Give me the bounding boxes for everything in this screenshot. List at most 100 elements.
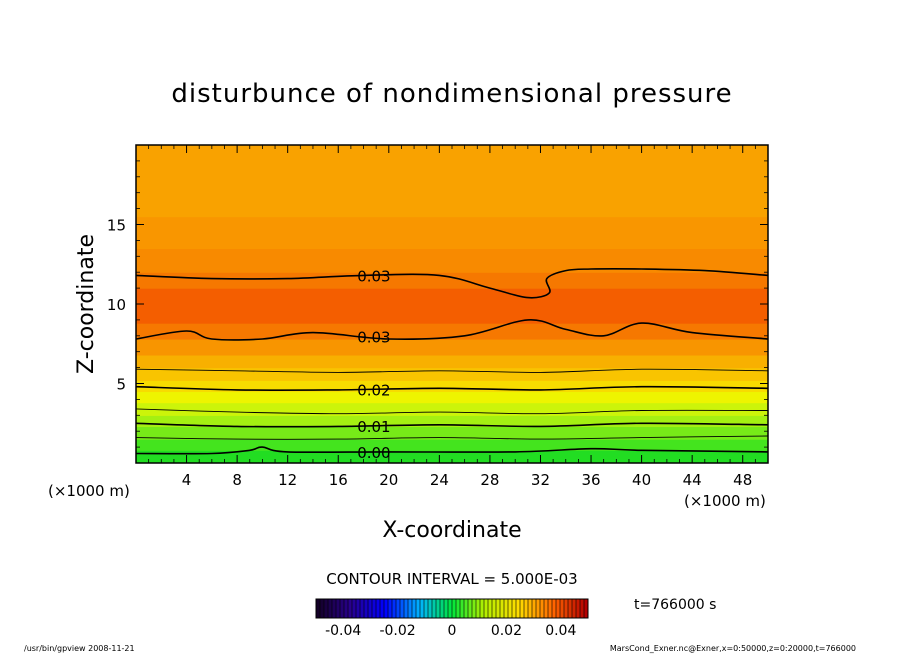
- x-axis-label: X-coordinate: [382, 518, 521, 543]
- contour-label: 0.03: [357, 268, 390, 286]
- footer-right: MarsCond_Exner.nc@Exner,x=0:50000,z=0:20…: [610, 644, 856, 653]
- colorbar-cell: [448, 599, 452, 618]
- colorbar-cell: [548, 599, 552, 618]
- colorbar-cell: [472, 599, 476, 618]
- x-tick-label: 20: [379, 471, 398, 489]
- colorbar-cell: [492, 599, 496, 618]
- colorbar-cell: [540, 599, 544, 618]
- x-tick-label: 4: [182, 471, 192, 489]
- fill-band: [136, 439, 768, 451]
- colorbar-cell: [356, 599, 360, 618]
- colorbar-cell: [320, 599, 324, 618]
- colorbar-cell: [504, 599, 508, 618]
- fill-band: [136, 403, 768, 416]
- fill-bands: [136, 145, 768, 464]
- x-tick-label: 24: [430, 471, 449, 489]
- contour-label: 0.03: [357, 328, 390, 346]
- colorbar-cell: [536, 599, 540, 618]
- x-unit-left: (×1000 m): [48, 482, 130, 500]
- colorbar-cell: [552, 599, 556, 618]
- x-tick-label: 32: [531, 471, 550, 489]
- x-tick-label: 16: [329, 471, 348, 489]
- colorbar-cell: [452, 599, 456, 618]
- colorbar-cell: [316, 599, 320, 618]
- colorbar-cell: [484, 599, 488, 618]
- colorbar-cell: [364, 599, 368, 618]
- colorbar-cell: [340, 599, 344, 618]
- colorbar-cell: [500, 599, 504, 618]
- colorbar-cell: [408, 599, 412, 618]
- colorbar-cell: [544, 599, 548, 618]
- x-tick-label: 40: [632, 471, 651, 489]
- colorbar-cell: [436, 599, 440, 618]
- colorbar-cell: [396, 599, 400, 618]
- colorbar-cell: [336, 599, 340, 618]
- colorbar-cell: [368, 599, 372, 618]
- colorbar-cell: [392, 599, 396, 618]
- colorbar-tick-label: -0.04: [325, 623, 361, 639]
- colorbar-cell: [444, 599, 448, 618]
- colorbar-cell: [584, 599, 588, 618]
- x-tick-label: 12: [278, 471, 297, 489]
- fill-band: [136, 217, 768, 249]
- colorbar-cell: [516, 599, 520, 618]
- time-label: t=766000 s: [634, 597, 716, 613]
- y-tick-label: 5: [116, 376, 126, 394]
- fill-band: [136, 288, 768, 324]
- colorbar-cell: [416, 599, 420, 618]
- colorbar-cell: [468, 599, 472, 618]
- chart-svg: disturbunce of nondimensional pressure 0…: [0, 0, 904, 654]
- colorbar-cell: [576, 599, 580, 618]
- colorbar-cell: [400, 599, 404, 618]
- colorbar-cell: [420, 599, 424, 618]
- colorbar-cell: [332, 599, 336, 618]
- colorbar-cell: [424, 599, 428, 618]
- colorbar-tick-label: 0.02: [491, 623, 522, 639]
- colorbar-cell: [372, 599, 376, 618]
- contour-interval-label: CONTOUR INTERVAL = 5.000E-03: [326, 570, 577, 588]
- colorbar-cell: [380, 599, 384, 618]
- colorbar-tick-label: -0.02: [379, 623, 415, 639]
- colorbar-cell: [348, 599, 352, 618]
- fill-band: [136, 355, 768, 368]
- colorbar-cell: [324, 599, 328, 618]
- colorbar-cell: [532, 599, 536, 618]
- fill-band: [136, 145, 768, 217]
- colorbar-cell: [404, 599, 408, 618]
- colorbar-cell: [460, 599, 464, 618]
- colorbar-cell: [328, 599, 332, 618]
- colorbar-cell: [428, 599, 432, 618]
- y-tick-label: 10: [107, 296, 126, 314]
- colorbar-cell: [352, 599, 356, 618]
- colorbar-cell: [560, 599, 564, 618]
- colorbar-cell: [528, 599, 532, 618]
- colorbar-cell: [384, 599, 388, 618]
- colorbar-cell: [476, 599, 480, 618]
- x-unit-right: (×1000 m): [684, 492, 766, 510]
- colorbar-tick-label: 0: [448, 623, 457, 639]
- colorbar: [316, 599, 588, 618]
- x-tick-label: 28: [480, 471, 499, 489]
- colorbar-tick-label: 0.04: [545, 623, 576, 639]
- colorbar-cell: [412, 599, 416, 618]
- colorbar-cell: [508, 599, 512, 618]
- colorbar-cell: [572, 599, 576, 618]
- colorbar-cell: [360, 599, 364, 618]
- colorbar-ticks: -0.04 -0.02 0 0.02 0.04: [325, 623, 576, 639]
- colorbar-cell: [456, 599, 460, 618]
- x-tick-label: 8: [232, 471, 242, 489]
- colorbar-cell: [564, 599, 568, 618]
- fill-band: [136, 391, 768, 403]
- fill-band: [136, 272, 768, 289]
- colorbar-cell: [464, 599, 468, 618]
- footer-left: /usr/bin/gpview 2008-11-21: [24, 644, 135, 653]
- colorbar-cell: [344, 599, 348, 618]
- colorbar-cell: [432, 599, 436, 618]
- colorbar-cell: [520, 599, 524, 618]
- contour-label: 0.01: [357, 418, 390, 436]
- colorbar-cell: [480, 599, 484, 618]
- colorbar-cell: [512, 599, 516, 618]
- colorbar-cell: [496, 599, 500, 618]
- colorbar-cell: [376, 599, 380, 618]
- colorbar-cell: [488, 599, 492, 618]
